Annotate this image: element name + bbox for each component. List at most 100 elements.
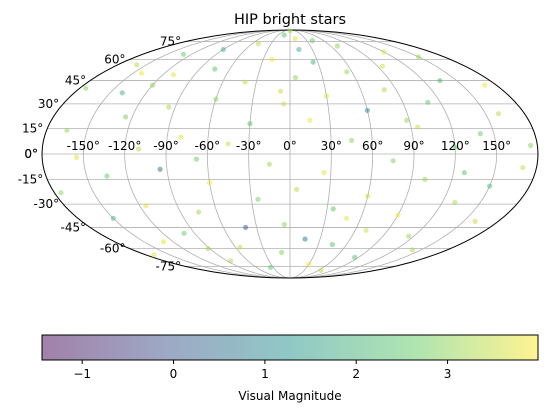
star-point — [364, 107, 370, 113]
star-point — [58, 190, 64, 196]
star-point — [180, 51, 187, 57]
longitude-tick-label: 60° — [362, 139, 383, 153]
star-point — [151, 252, 157, 258]
star-point — [206, 180, 213, 186]
star-point — [334, 43, 340, 49]
latitude-tick-label: -75° — [155, 259, 181, 273]
longitude-tick-label: 90° — [403, 139, 424, 153]
latitude-tick-label: 30° — [38, 97, 59, 111]
latitude-tick-label: 0° — [24, 147, 38, 161]
star-point — [281, 221, 287, 228]
star-point — [482, 82, 488, 88]
star-point — [415, 124, 421, 130]
star-point — [83, 85, 89, 91]
star-point — [365, 193, 371, 199]
colorbar-ticks: −1 0 1 2 3 — [73, 360, 451, 381]
star-point — [406, 233, 412, 239]
star-point — [242, 224, 249, 231]
star-point — [363, 227, 369, 233]
star-point — [143, 203, 149, 209]
longitude-tick-label: 150° — [482, 139, 511, 153]
star-point — [352, 254, 358, 260]
star-point — [404, 117, 410, 123]
star-point — [381, 49, 387, 55]
star-point — [495, 111, 502, 117]
latitude-tick-label: 60° — [104, 53, 125, 67]
star-point — [73, 154, 80, 160]
latitude-tick-label: 15° — [22, 122, 43, 136]
star-point — [138, 70, 145, 76]
star-point — [318, 267, 324, 273]
longitude-tick-label: 0° — [283, 139, 297, 153]
star-point — [104, 173, 110, 179]
latitude-tick-label: -15° — [18, 172, 44, 186]
star-point — [269, 56, 275, 63]
star-point — [193, 156, 199, 162]
colorbar-frame — [41, 334, 539, 361]
latitude-tick-label: -45° — [60, 220, 86, 234]
star-point — [266, 161, 272, 167]
star-point — [527, 142, 534, 149]
star-point — [437, 77, 443, 84]
star-point — [228, 258, 234, 264]
latitude-tick-label: 75° — [160, 35, 181, 49]
star-point — [310, 59, 316, 65]
longitude-tick-label: -30° — [236, 139, 262, 153]
star-point — [119, 90, 125, 96]
longitude-tick-labels: -150° -120° -90° -60° -30° 0° 30° 60° 90° 120° 150… — [67, 139, 511, 153]
star-point — [302, 236, 308, 242]
star-point — [255, 196, 261, 202]
star-point — [306, 261, 312, 267]
star-point — [296, 46, 302, 53]
star-point — [309, 38, 315, 44]
star-point — [452, 144, 458, 150]
star-point — [220, 46, 226, 53]
star-point — [237, 244, 243, 250]
star-point — [323, 93, 330, 99]
star-point — [135, 146, 142, 152]
colorbar-tick-label: 3 — [444, 367, 452, 381]
star-point — [281, 32, 287, 38]
star-point — [267, 264, 274, 270]
star-point — [247, 121, 253, 127]
star-point — [329, 241, 335, 248]
star-point — [294, 186, 300, 192]
star-point — [321, 170, 327, 176]
star-point — [452, 199, 458, 206]
star-point — [292, 75, 299, 81]
star-point — [349, 137, 355, 144]
star-point — [134, 62, 140, 68]
colorbar-gradient — [42, 335, 538, 360]
longitude-tick-label: 30° — [321, 139, 342, 153]
star-point — [390, 158, 396, 164]
star-point — [205, 245, 211, 252]
star-point — [279, 249, 285, 256]
star-point — [487, 183, 493, 189]
latitude-tick-labels: -75°-60°-45°-30°-15°0°15°30°45°60°75°0° — [18, 35, 181, 274]
latitude-tick-label: -60° — [100, 242, 126, 256]
star-point — [170, 72, 177, 78]
star-point — [255, 41, 262, 47]
star-point — [242, 79, 248, 85]
star-point — [472, 218, 478, 224]
star-point — [212, 66, 218, 72]
colorbar-tick-label: −1 — [73, 367, 91, 381]
star-point — [461, 170, 467, 176]
star-point — [213, 96, 219, 102]
star-point — [422, 176, 428, 182]
star-point — [149, 82, 156, 88]
star-point — [277, 88, 284, 94]
star-point — [225, 141, 231, 147]
star-point — [520, 164, 526, 171]
latitude-tick-label: 0° — [24, 147, 38, 161]
star-point — [196, 209, 202, 215]
star-point — [477, 131, 483, 137]
star-points — [58, 28, 534, 273]
longitude-tick-label: -150° — [67, 139, 100, 153]
star-point — [330, 206, 336, 212]
colorbar: −1 0 1 2 3 Visual Magnitude — [41, 334, 539, 403]
star-point — [381, 87, 387, 93]
colorbar-tick-label: 0 — [170, 367, 178, 381]
colorbar-tick-label: 2 — [352, 367, 360, 381]
